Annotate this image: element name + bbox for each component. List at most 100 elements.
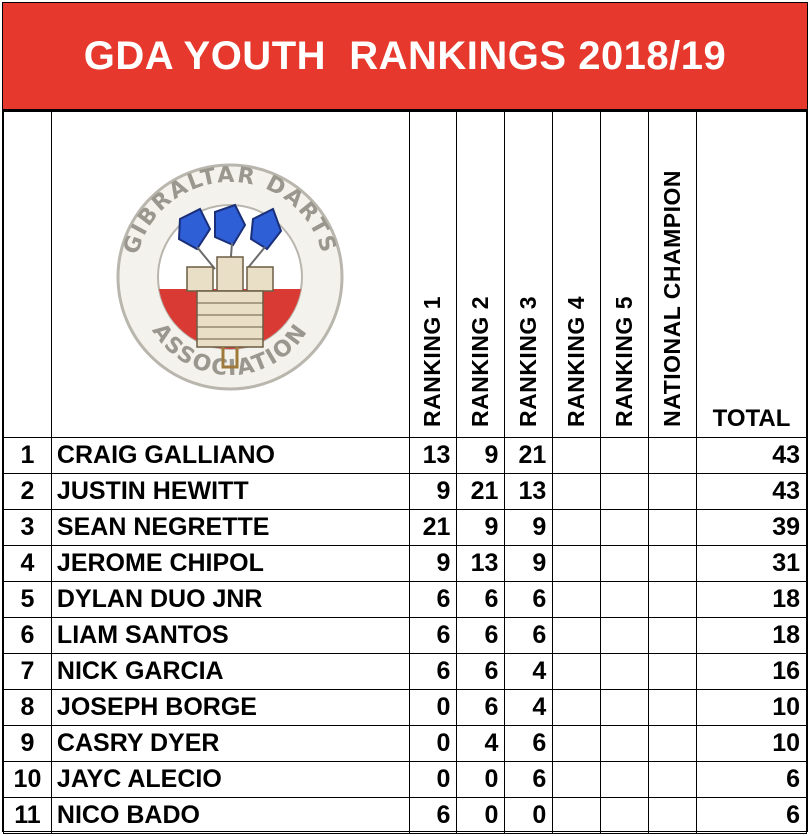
rankings-table: GIBRALTAR DARTS ASSOCIATION [3,111,807,834]
ranking-4-cell [552,689,602,726]
ranking-4-cell [552,437,602,474]
position-cell: 10 [3,761,52,798]
col-ranking-5: RANKING 5 [600,111,650,438]
ranking-1-cell: 0 [408,725,458,762]
position-cell: 5 [3,581,52,618]
ranking-4-cell [552,509,602,546]
ranking-3-cell: 9 [504,509,554,546]
ranking-5-cell [600,545,650,582]
player-name-cell: NICK GARCIA [50,653,410,690]
total-cell: 43 [696,473,807,510]
ranking-1-cell: 9 [408,545,458,582]
logo-cell: GIBRALTAR DARTS ASSOCIATION [50,111,410,438]
ranking-3-cell: 0 [504,797,554,834]
ranking-4-cell [552,725,602,762]
position-cell: 11 [3,797,52,834]
ranking-3-cell: 6 [504,581,554,618]
position-cell: 3 [3,509,52,546]
national-champion-cell [648,617,698,654]
ranking-4-cell [552,761,602,798]
ranking-5-cell [600,689,650,726]
ranking-5-cell [600,725,650,762]
col-total: TOTAL [696,111,807,438]
col-ranking-1-label: RANKING 1 [419,295,446,427]
ranking-3-cell: 6 [504,617,554,654]
col-ranking-3-label: RANKING 3 [515,295,542,427]
ranking-2-cell: 13 [456,545,506,582]
ranking-1-cell: 6 [408,581,458,618]
col-ranking-5-label: RANKING 5 [611,295,638,427]
ranking-4-cell [552,617,602,654]
total-cell: 43 [696,437,807,474]
player-name-cell: CRAIG GALLIANO [50,437,410,474]
col-ranking-1: RANKING 1 [408,111,458,438]
position-cell: 6 [3,617,52,654]
table-row: 10 JAYC ALECIO 0 0 6 6 [3,761,807,798]
header-row: GIBRALTAR DARTS ASSOCIATION [3,111,807,438]
ranking-2-cell: 21 [456,473,506,510]
position-cell: 8 [3,689,52,726]
ranking-5-cell [600,437,650,474]
ranking-2-cell: 9 [456,437,506,474]
table-row: 7 NICK GARCIA 6 6 4 16 [3,653,807,690]
national-champion-cell [648,545,698,582]
gda-logo: GIBRALTAR DARTS ASSOCIATION [52,157,409,392]
total-cell: 18 [696,617,807,654]
national-champion-cell [648,437,698,474]
ranking-5-cell [600,797,650,834]
player-name-cell: JOSEPH BORGE [50,689,410,726]
header-pos-cell [3,111,52,438]
col-ranking-3: RANKING 3 [504,111,554,438]
table-row: 4 JEROME CHIPOL 9 13 9 31 [3,545,807,582]
ranking-1-cell: 0 [408,761,458,798]
player-name-cell: JUSTIN HEWITT [50,473,410,510]
ranking-1-cell: 6 [408,653,458,690]
ranking-1-cell: 21 [408,509,458,546]
player-name-cell: JAYC ALECIO [50,761,410,798]
col-national-champion: NATIONAL CHAMPION [648,111,698,438]
col-ranking-4: RANKING 4 [552,111,602,438]
national-champion-cell [648,689,698,726]
player-name-cell: NICO BADO [50,797,410,834]
player-name-cell: LIAM SANTOS [50,617,410,654]
national-champion-cell [648,509,698,546]
page-title: GDA YOUTH RANKINGS 2018/19 [83,33,727,78]
total-cell: 39 [696,509,807,546]
ranking-5-cell [600,473,650,510]
total-cell: 6 [696,797,807,834]
ranking-2-cell: 0 [456,797,506,834]
ranking-3-cell: 4 [504,689,554,726]
total-cell: 10 [696,725,807,762]
table-row: 2 JUSTIN HEWITT 9 21 13 43 [3,473,807,510]
national-champion-cell [648,761,698,798]
ranking-1-cell: 13 [408,437,458,474]
table-row: 3 SEAN NEGRETTE 21 9 9 39 [3,509,807,546]
ranking-2-cell: 4 [456,725,506,762]
table-row: 11 NICO BADO 6 0 0 6 [3,797,807,834]
ranking-4-cell [552,473,602,510]
ranking-2-cell: 6 [456,653,506,690]
ranking-5-cell [600,509,650,546]
total-cell: 6 [696,761,807,798]
ranking-3-cell: 6 [504,761,554,798]
player-name-cell: SEAN NEGRETTE [50,509,410,546]
ranking-5-cell [600,617,650,654]
national-champion-cell [648,581,698,618]
player-name-cell: CASRY DYER [50,725,410,762]
total-cell: 31 [696,545,807,582]
position-cell: 4 [3,545,52,582]
col-ranking-2-label: RANKING 2 [467,295,494,427]
ranking-4-cell [552,545,602,582]
col-national-champion-label: NATIONAL CHAMPION [659,170,686,427]
total-cell: 10 [696,689,807,726]
table-row: 8 JOSEPH BORGE 0 6 4 10 [3,689,807,726]
total-cell: 16 [696,653,807,690]
rankings-body: 1 CRAIG GALLIANO 13 9 21 43 2 JUSTIN HEWITT 9 21 1… [3,437,807,834]
ranking-4-cell [552,653,602,690]
ranking-3-cell: 21 [504,437,554,474]
col-ranking-2: RANKING 2 [456,111,506,438]
ranking-5-cell [600,653,650,690]
national-champion-cell [648,725,698,762]
player-name-cell: DYLAN DUO JNR [50,581,410,618]
